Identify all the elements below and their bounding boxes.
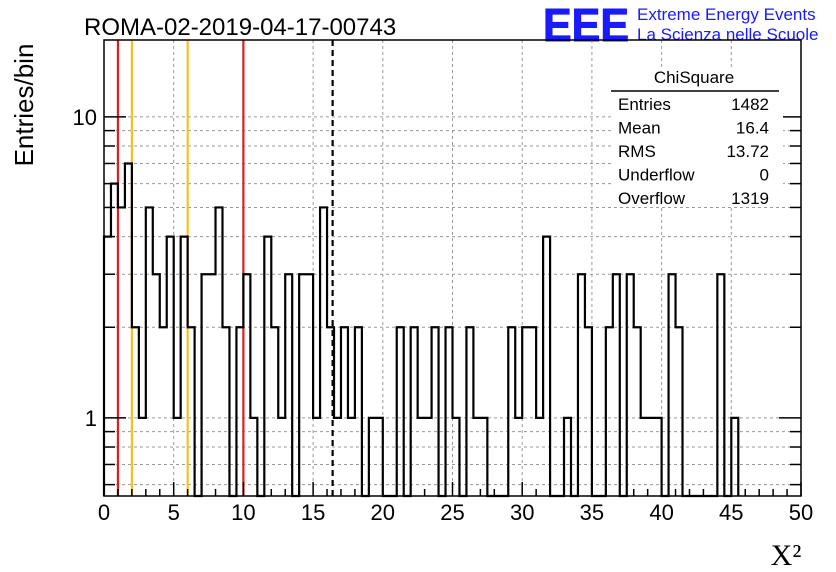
stats-box: ChiSquare Entries 1482 Mean 16.4 RMS 13.72 Und…	[611, 68, 783, 208]
histogram-outline	[102, 162, 740, 498]
stats-value: 0	[760, 166, 769, 185]
stats-value: 16.4	[736, 119, 769, 138]
stats-label: RMS	[618, 142, 656, 161]
stats-label: Underflow	[618, 166, 695, 185]
reference-lines	[116, 40, 334, 496]
y-axis-label: Entries/bin	[9, 44, 39, 167]
x-tick-label: 15	[301, 500, 325, 525]
x-tick-label: 45	[719, 500, 743, 525]
stats-label: Mean	[618, 119, 661, 138]
x-tick-label: 20	[371, 500, 395, 525]
stats-value: 1319	[731, 189, 769, 208]
x-axis-label: X²	[771, 539, 802, 572]
stats-label: Overflow	[618, 189, 686, 208]
x-tick-label: 35	[580, 500, 604, 525]
y-tick-label: 10	[73, 105, 97, 130]
y-tick-label: 1	[85, 406, 97, 431]
eee-logo: EEE Extreme Energy Events La Scienza nel…	[543, 0, 819, 52]
x-tick-label: 40	[649, 500, 673, 525]
x-tick-label: 10	[231, 500, 255, 525]
stats-box-bg	[611, 70, 783, 205]
stats-value: 1482	[731, 95, 769, 114]
x-tick-label: 50	[789, 500, 813, 525]
chart-title: ROMA-02-2019-04-17-00743	[84, 14, 396, 41]
axis-ticks	[103, 116, 802, 496]
stats-value: 13.72	[726, 142, 769, 161]
stats-title: ChiSquare	[654, 68, 734, 87]
logo-letters: EEE	[543, 0, 629, 51]
x-tick-label: 5	[168, 500, 180, 525]
axis-tick-labels: 0 5 10 15 20 25 30 35 40 45 50 1 10	[73, 105, 814, 525]
x-tick-label: 0	[98, 500, 110, 525]
logo-line1: Extreme Energy Events	[637, 5, 816, 24]
x-tick-label: 25	[440, 500, 464, 525]
stats-label: Entries	[618, 95, 671, 114]
logo-line2: La Scienza nelle Scuole	[637, 25, 818, 44]
x-tick-label: 30	[510, 500, 534, 525]
